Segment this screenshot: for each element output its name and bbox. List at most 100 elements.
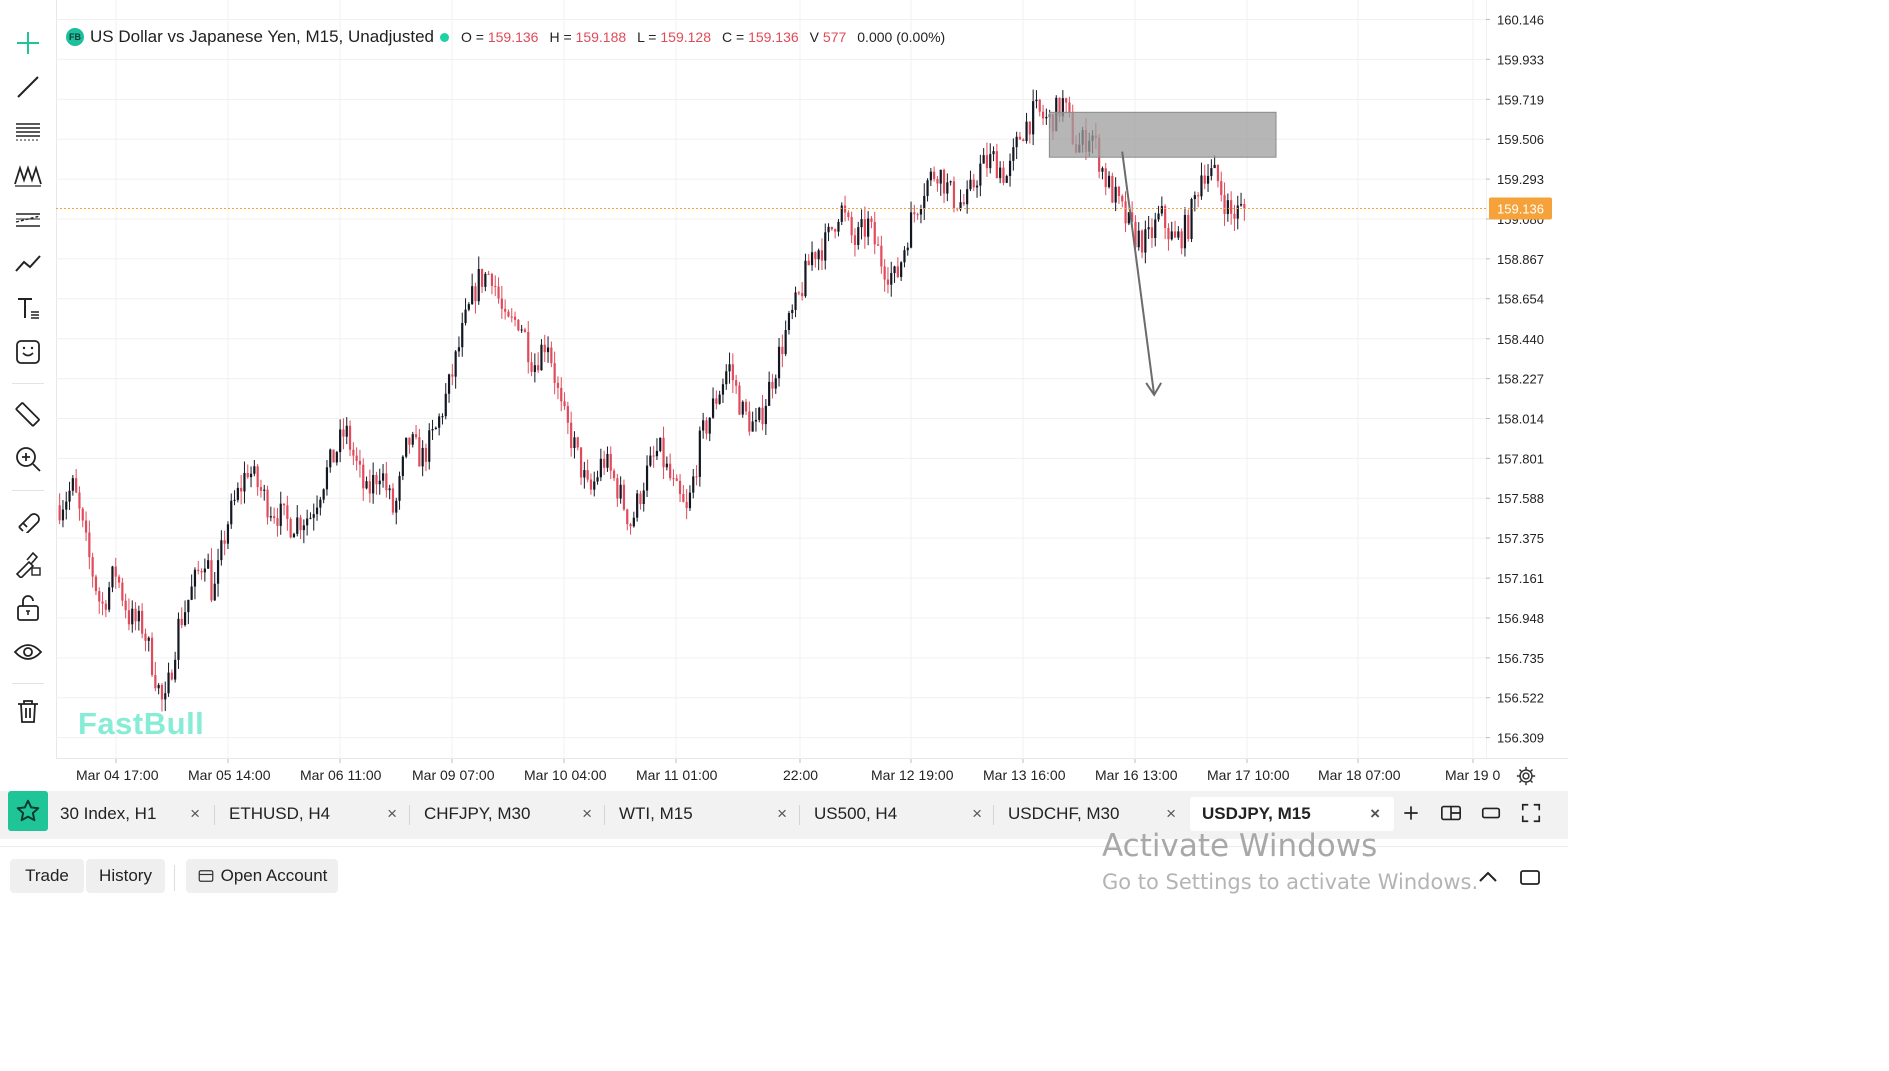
close-tab-icon[interactable]: × xyxy=(582,804,592,823)
candle xyxy=(1150,218,1154,248)
unlock-icon[interactable] xyxy=(8,590,48,626)
panel-toggle-icon[interactable] xyxy=(1518,865,1544,891)
candle xyxy=(438,413,441,436)
chart-tab[interactable]: USDCHF, M30 × xyxy=(1008,797,1178,831)
candle xyxy=(375,471,378,495)
candle xyxy=(840,202,843,226)
collapse-chevron-up-icon[interactable] xyxy=(1476,865,1502,891)
candle xyxy=(665,456,668,471)
chart-tab-label: ETHUSD, H4 xyxy=(229,804,331,823)
candle xyxy=(408,437,411,454)
time-tick-label: Mar 19 0 xyxy=(1445,767,1500,783)
candle xyxy=(193,567,197,600)
close-tab-icon[interactable]: × xyxy=(972,804,982,823)
candle xyxy=(464,298,467,326)
window-icon[interactable] xyxy=(1477,799,1505,827)
emoji-icon[interactable] xyxy=(8,334,48,370)
candle xyxy=(1008,153,1012,187)
candlestick-chart[interactable] xyxy=(56,0,1486,758)
fullscreen-icon[interactable] xyxy=(1517,799,1545,827)
candle xyxy=(1233,204,1236,231)
candle xyxy=(296,505,299,537)
candle xyxy=(609,446,612,480)
trash-icon[interactable] xyxy=(8,693,48,729)
candle xyxy=(1107,171,1111,189)
favorites-star-button[interactable] xyxy=(8,791,48,831)
add-tab-plus-icon[interactable] xyxy=(1397,799,1425,827)
text-tool-icon[interactable] xyxy=(8,290,48,326)
candle xyxy=(583,461,586,489)
chart-tab[interactable]: CHFJPY, M30 × xyxy=(424,797,594,831)
chart-tab[interactable]: USDJPY, M15 × xyxy=(1190,797,1394,831)
chart-tab-label: 30 Index, H1 xyxy=(60,804,157,823)
candle xyxy=(339,419,342,463)
candle xyxy=(1236,195,1239,230)
layout-icon[interactable] xyxy=(1437,799,1465,827)
candle xyxy=(1180,228,1183,255)
candle xyxy=(1104,162,1107,196)
candle xyxy=(1167,223,1170,251)
legend-volume: V 577 xyxy=(809,29,847,45)
trend-line-icon[interactable] xyxy=(8,69,48,105)
chart-settings-gear-icon[interactable] xyxy=(1515,765,1537,787)
candle xyxy=(144,628,147,652)
candle xyxy=(507,309,510,318)
pattern-icon[interactable] xyxy=(8,157,48,193)
candle xyxy=(1239,192,1243,207)
chart-tab[interactable]: ETHUSD, H4 × xyxy=(229,797,399,831)
candle xyxy=(876,236,880,246)
candle xyxy=(174,651,177,683)
close-tab-icon[interactable]: × xyxy=(1370,804,1380,823)
candle xyxy=(1121,194,1124,208)
close-tab-icon[interactable]: × xyxy=(387,804,397,823)
market-status-dot-icon xyxy=(439,32,449,42)
candle xyxy=(134,602,137,631)
polyline-icon[interactable] xyxy=(8,245,48,281)
candle xyxy=(81,507,84,528)
candle xyxy=(919,204,923,224)
candle xyxy=(1190,197,1193,243)
crosshair-icon[interactable] xyxy=(8,25,48,61)
chart-area[interactable] xyxy=(56,0,1486,758)
close-tab-icon[interactable]: × xyxy=(777,804,787,823)
horizontal-lines-icon[interactable] xyxy=(8,113,48,149)
candle xyxy=(705,417,708,440)
candle xyxy=(857,221,860,250)
trade-tab[interactable]: Trade xyxy=(10,859,84,893)
candle xyxy=(484,272,487,292)
candle xyxy=(269,506,272,522)
history-tab[interactable]: History xyxy=(86,859,165,893)
candle xyxy=(1154,212,1157,247)
fib-channel-icon[interactable] xyxy=(8,201,48,237)
open-account-button[interactable]: Open Account xyxy=(186,859,338,893)
close-tab-icon[interactable]: × xyxy=(1166,804,1176,823)
candle xyxy=(989,143,992,174)
candle xyxy=(556,376,560,400)
close-tab-icon[interactable]: × xyxy=(190,804,200,823)
chart-tab[interactable]: WTI, M15 × xyxy=(619,797,789,831)
zoom-in-icon[interactable] xyxy=(8,441,48,477)
chart-tab[interactable]: US500, H4 × xyxy=(814,797,984,831)
time-axis[interactable]: Mar 04 17:00 Mar 05 14:00 Mar 06 11:00 Mar … xyxy=(56,758,1568,791)
eye-icon[interactable] xyxy=(8,634,48,670)
candle xyxy=(98,587,101,614)
ruler-icon[interactable] xyxy=(8,396,48,432)
magnet-icon[interactable] xyxy=(8,500,48,536)
symbol-title[interactable]: US Dollar vs Japanese Yen, M15, Unadjust… xyxy=(90,27,434,46)
candle xyxy=(490,272,494,295)
chart-tab-label: WTI, M15 xyxy=(619,804,693,823)
chart-tab[interactable]: 30 Index, H1 × xyxy=(60,797,202,831)
candle xyxy=(1140,229,1144,259)
candle xyxy=(939,169,942,196)
candle xyxy=(401,455,404,481)
fastbull-watermark: FastBull xyxy=(78,706,205,741)
candle xyxy=(84,511,88,541)
candle xyxy=(817,248,820,271)
price-axis[interactable]: 160.146159.933159.719159.506159.293159.0… xyxy=(1485,0,1568,758)
lock-drawing-icon[interactable] xyxy=(8,545,48,581)
candle xyxy=(385,461,388,498)
candle xyxy=(243,461,246,504)
candle xyxy=(626,508,629,531)
time-tick-label: Mar 16 13:00 xyxy=(1095,767,1178,783)
candle xyxy=(1065,97,1068,114)
